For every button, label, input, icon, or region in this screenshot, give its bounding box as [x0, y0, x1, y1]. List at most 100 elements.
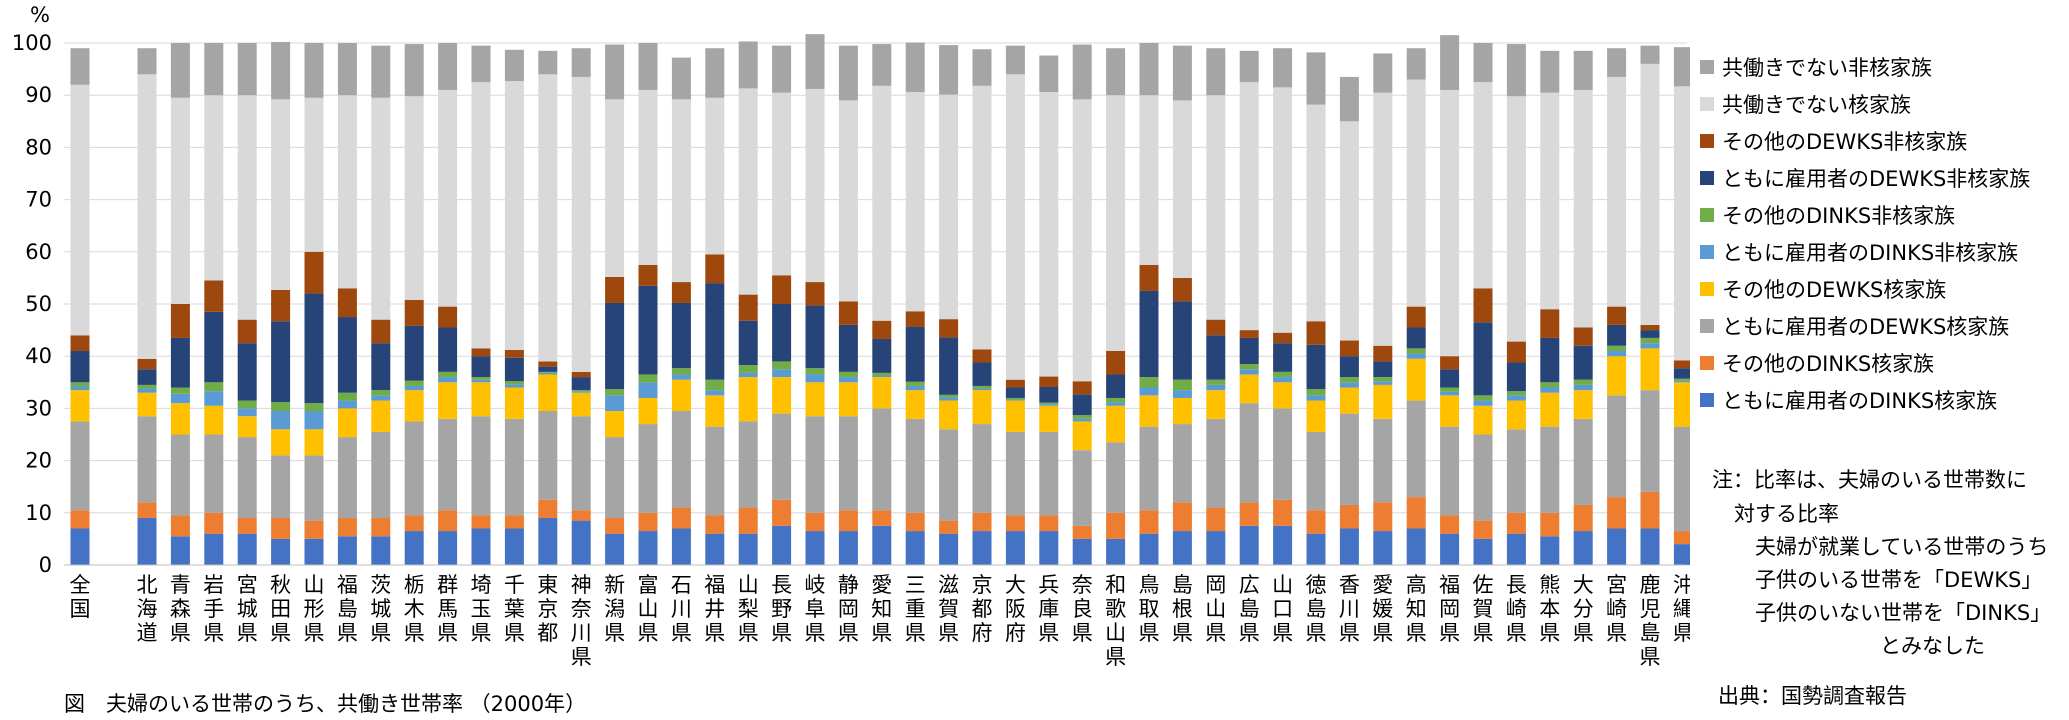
- bar-segment: [1005, 515, 1025, 532]
- bar-segment: [337, 408, 357, 438]
- bar-segment: [1206, 384, 1226, 391]
- bar-segment: [237, 319, 257, 344]
- bar-segment: [137, 369, 157, 385]
- bar-segment: [838, 371, 858, 378]
- bar-segment: [1506, 512, 1526, 534]
- bar-segment: [337, 518, 357, 537]
- bar-segment: [204, 533, 224, 565]
- bar-segment: [1473, 43, 1493, 83]
- bar-segment: [972, 362, 992, 386]
- x-tick-label: 山口県: [1272, 573, 1293, 645]
- bar-segment: [1473, 322, 1493, 396]
- bar-segment: [70, 510, 90, 529]
- bar-segment: [504, 384, 524, 388]
- bar-segment: [1139, 377, 1159, 388]
- bar-segment: [1440, 387, 1460, 392]
- bar-segment: [271, 402, 291, 412]
- bar-segment: [1473, 395, 1493, 401]
- bar-segment: [1072, 44, 1092, 100]
- bar-segment: [1306, 52, 1326, 105]
- bar-segment: [1172, 531, 1192, 565]
- bar-segment: [1339, 382, 1359, 388]
- bar-segment: [738, 507, 758, 534]
- bar-segment: [471, 45, 491, 83]
- legend-label: その他のDINKS非核家族: [1722, 203, 1956, 228]
- bar-segment: [838, 377, 858, 383]
- bar-segment: [404, 325, 424, 381]
- bar-segment: [137, 416, 157, 503]
- bar-segment: [1640, 348, 1660, 391]
- bar-segment: [1540, 382, 1560, 388]
- bar-segment: [1373, 381, 1393, 385]
- bar-segment: [271, 429, 291, 456]
- x-tick-label: 高知県: [1406, 573, 1427, 645]
- bar-segment: [638, 424, 658, 513]
- bar-segment: [905, 385, 925, 391]
- x-tick-label: 岩手県: [203, 573, 224, 645]
- bar-segment: [271, 41, 291, 100]
- bar-segment: [237, 343, 257, 401]
- bar-segment: [170, 403, 190, 435]
- legend-item: その他のDINKS非核家族: [1700, 196, 2030, 233]
- x-tick-label: 千葉県: [504, 573, 525, 645]
- bar-segment: [1673, 47, 1690, 87]
- x-tick-label: 奈良県: [1072, 573, 1093, 645]
- x-tick-label: 福島県: [337, 573, 358, 645]
- bar-segment: [1607, 356, 1627, 396]
- bar-segment: [204, 280, 224, 312]
- bar-segment: [438, 377, 458, 383]
- bar-segment: [1607, 76, 1627, 307]
- bar-segment: [1139, 264, 1159, 291]
- x-tick-label: 宮崎県: [1606, 573, 1627, 645]
- bar-segment: [905, 92, 925, 312]
- bar-segment: [1673, 368, 1690, 379]
- bar-segment: [237, 408, 257, 417]
- bar-segment: [972, 390, 992, 425]
- bar-segment: [571, 510, 591, 521]
- bar-segment: [1339, 121, 1359, 341]
- bar-segment: [1005, 387, 1025, 398]
- bar-segment: [504, 49, 524, 82]
- bar-segment: [571, 520, 591, 565]
- legend-label: ともに雇用者のDEWKS非核家族: [1722, 166, 2031, 191]
- bar-segment: [1206, 48, 1226, 96]
- bar-segment: [1540, 512, 1560, 537]
- bar-segment: [1573, 418, 1593, 505]
- bar-segment: [1106, 442, 1126, 513]
- bar-segment: [137, 74, 157, 359]
- bar-segment: [972, 349, 992, 363]
- bar-segment: [905, 42, 925, 93]
- bar-segment: [1273, 87, 1293, 333]
- bar-segment: [1373, 92, 1393, 346]
- x-tick-label: 鳥取県: [1139, 573, 1160, 645]
- bar-segment: [1273, 408, 1293, 500]
- bar-segment: [204, 382, 224, 392]
- bar-segment: [1273, 48, 1293, 88]
- bar-segment: [137, 392, 157, 417]
- bar-segment: [1573, 379, 1593, 385]
- bar-segment: [1373, 377, 1393, 382]
- legend-label: その他のDEWKS核家族: [1722, 277, 1947, 302]
- bar-segment: [1339, 377, 1359, 383]
- bar-segment: [170, 337, 190, 388]
- bar-segment: [1039, 405, 1059, 432]
- bar-segment: [1206, 379, 1226, 385]
- bar-segment: [1005, 379, 1025, 388]
- bar-segment: [237, 416, 257, 438]
- bar-segment: [1506, 362, 1526, 392]
- bar-segment: [1039, 376, 1059, 387]
- x-tick-label: 岡山県: [1205, 573, 1226, 645]
- bar-segment: [972, 531, 992, 565]
- bar-segment: [1373, 531, 1393, 565]
- bar-segment: [838, 382, 858, 417]
- bar-segment: [1039, 55, 1059, 93]
- note-line-5: 子供のいない世帯を「DINKS」: [1755, 601, 2052, 625]
- y-tick-label: 80: [25, 135, 52, 159]
- bar-segment: [1206, 319, 1226, 336]
- x-tick-label: 鹿児島県: [1640, 573, 1661, 669]
- bar-segment: [1406, 358, 1426, 401]
- bar-segment: [605, 395, 625, 412]
- bar-segment: [1339, 387, 1359, 414]
- x-tick-label: 山形県: [304, 573, 325, 645]
- bar-segment: [1072, 525, 1092, 539]
